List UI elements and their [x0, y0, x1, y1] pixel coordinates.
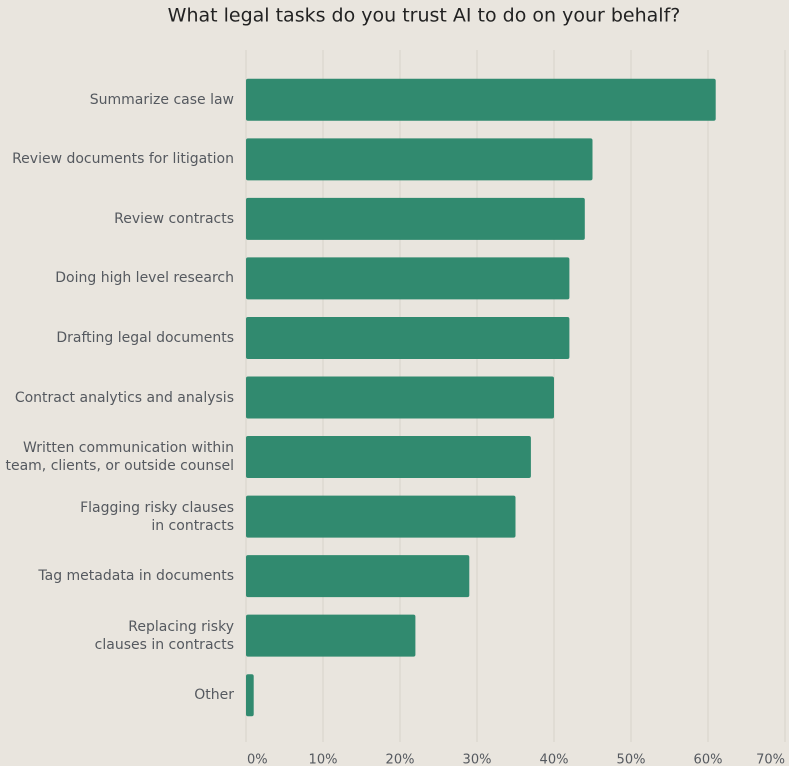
- y-tick-label: Tag metadata in documents: [38, 568, 234, 585]
- bar: [246, 376, 554, 419]
- y-tick-label: Summarize case law: [89, 91, 234, 108]
- bar: [246, 197, 585, 240]
- chart-title: What legal tasks do you trust AI to do o…: [168, 5, 681, 27]
- x-tick-label: 30%: [463, 753, 492, 766]
- bar: [246, 138, 593, 181]
- x-tick-label: 50%: [617, 753, 646, 766]
- y-tick-label: Other: [194, 687, 234, 704]
- bar: [246, 78, 716, 121]
- y-tick-label: Review contracts: [114, 210, 234, 227]
- y-tick-label: Replacing risky clauses in contracts: [94, 618, 234, 653]
- bar: [246, 555, 470, 598]
- x-tick-label: 10%: [309, 753, 338, 766]
- y-tick-label: Contract analytics and analysis: [14, 389, 234, 406]
- y-tick-label: Flagging risky clauses in contracts: [80, 499, 234, 534]
- bar: [246, 257, 570, 300]
- bar: [246, 495, 516, 538]
- y-tick-label: Drafting legal documents: [56, 329, 234, 346]
- y-tick-label: Doing high level research: [55, 270, 234, 287]
- x-tick-label: 40%: [540, 753, 569, 766]
- y-tick-label: Written communication within team, clien…: [5, 440, 234, 475]
- bar: [246, 674, 254, 717]
- x-tick-label: 60%: [694, 753, 723, 766]
- bar: [246, 614, 416, 657]
- x-tick-label: 20%: [386, 753, 415, 766]
- x-tick-label: 0%: [247, 753, 268, 766]
- y-tick-label: Review documents for litigation: [12, 151, 234, 168]
- bar: [246, 436, 531, 479]
- bar: [246, 316, 570, 359]
- x-tick-label: 70%: [756, 753, 785, 766]
